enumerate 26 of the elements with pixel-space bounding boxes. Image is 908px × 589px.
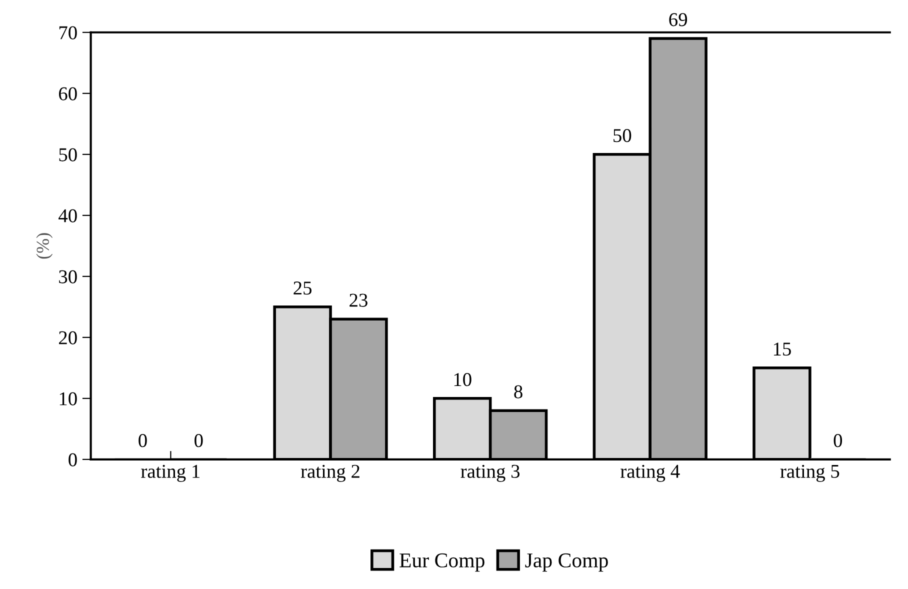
y-tick-label: 10 bbox=[60, 392, 77, 406]
data-label: 10 bbox=[454, 373, 472, 386]
x-tick-label: rating 5 bbox=[780, 464, 840, 482]
data-label: 15 bbox=[774, 342, 791, 356]
data-label: 0 bbox=[138, 434, 147, 448]
data-label: 50 bbox=[614, 128, 632, 142]
data-label: 0 bbox=[834, 434, 842, 448]
y-tick-label: 50 bbox=[59, 148, 77, 162]
x-tick-label: rating 4 bbox=[620, 464, 680, 482]
legend-label: Jap Comp bbox=[525, 553, 608, 572]
data-label: 23 bbox=[350, 294, 368, 307]
x-tick-label: rating 1 bbox=[141, 464, 200, 482]
y-tick-label: 20 bbox=[59, 331, 77, 344]
x-tick-label: rating 3 bbox=[460, 464, 520, 482]
y-tick-label: 40 bbox=[58, 209, 77, 222]
data-label: 69 bbox=[669, 13, 688, 26]
y-tick-label: 0 bbox=[68, 453, 77, 466]
y-tick-label: 70 bbox=[59, 26, 77, 40]
y-axis-title: (%) bbox=[36, 233, 53, 259]
legend-label: Eur Comp bbox=[400, 553, 484, 572]
y-tick-label: 30 bbox=[59, 270, 77, 284]
data-label: 25 bbox=[294, 282, 312, 295]
data-label: 8 bbox=[514, 385, 522, 398]
x-tick-label: rating 2 bbox=[300, 464, 360, 482]
y-tick-label: 60 bbox=[58, 87, 77, 100]
data-label: 0 bbox=[194, 434, 203, 448]
